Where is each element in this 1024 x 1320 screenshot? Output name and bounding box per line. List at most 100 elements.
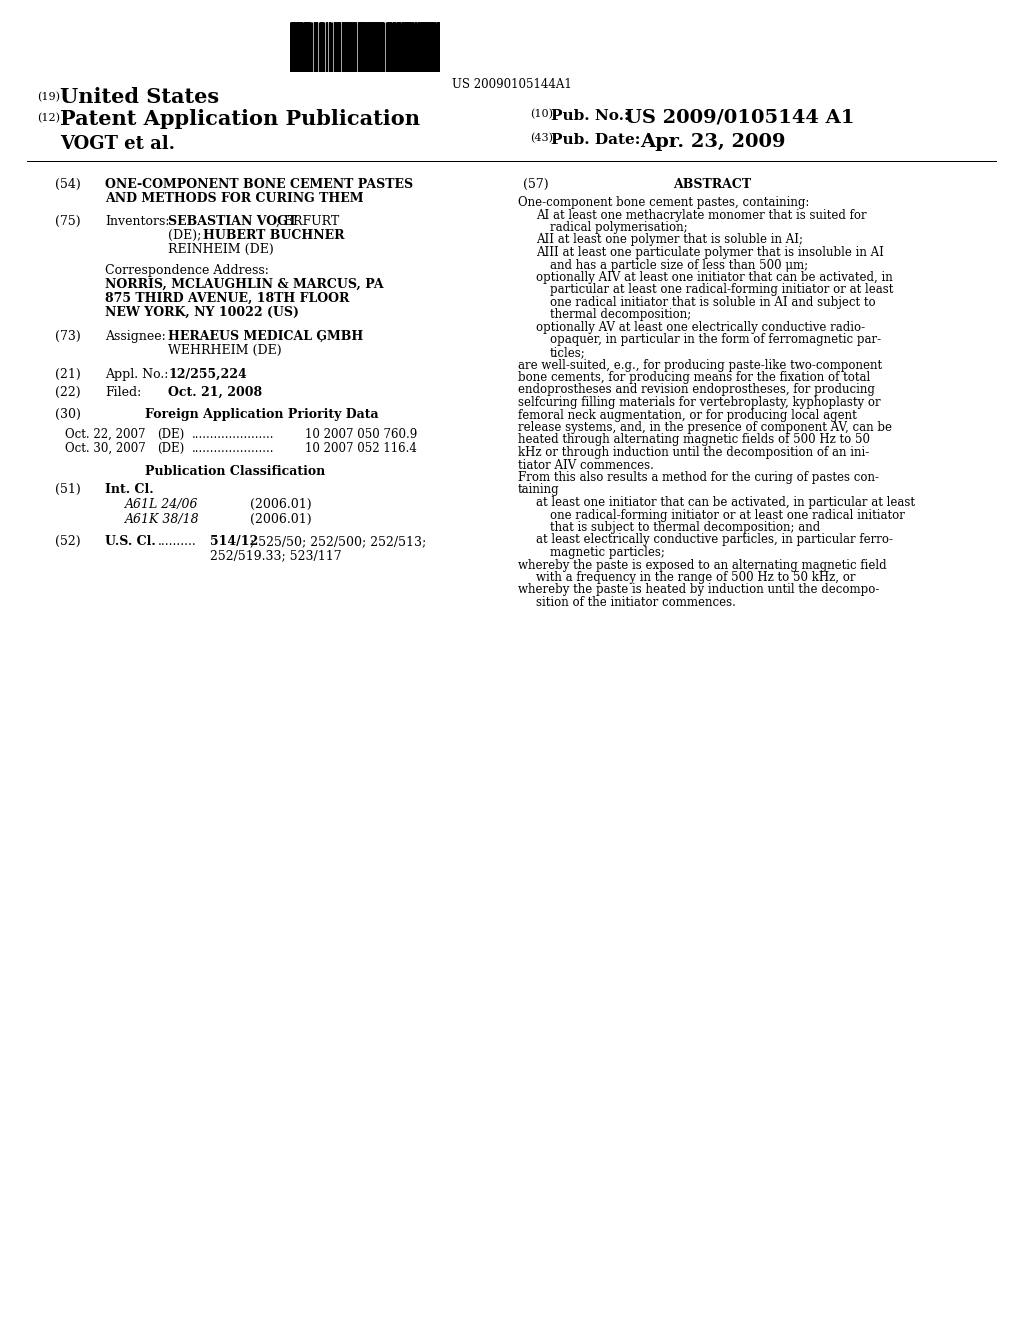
- Text: taining: taining: [518, 483, 560, 496]
- Text: VOGT et al.: VOGT et al.: [60, 135, 175, 153]
- Text: 10 2007 052 116.4: 10 2007 052 116.4: [305, 442, 417, 455]
- Text: at least electrically conductive particles, in particular ferro-: at least electrically conductive particl…: [536, 533, 893, 546]
- Text: selfcuring filling materials for vertebroplasty, kyphoplasty or: selfcuring filling materials for vertebr…: [518, 396, 881, 409]
- Bar: [326, 21, 327, 73]
- Text: Inventors:: Inventors:: [105, 215, 170, 228]
- Bar: [329, 21, 330, 73]
- Bar: [398, 21, 399, 73]
- Text: that is subject to thermal decomposition; and: that is subject to thermal decomposition…: [550, 521, 820, 535]
- Bar: [347, 21, 348, 73]
- Bar: [433, 21, 434, 73]
- Text: ......................: ......................: [193, 442, 274, 455]
- Bar: [439, 21, 441, 73]
- Text: (21): (21): [55, 368, 81, 381]
- Text: Pub. No.:: Pub. No.:: [551, 110, 630, 123]
- Text: , ERFURT: , ERFURT: [276, 215, 339, 228]
- Bar: [437, 21, 438, 73]
- Text: are well-suited, e.g., for producing paste-like two-component: are well-suited, e.g., for producing pas…: [518, 359, 882, 371]
- Text: ,: ,: [319, 330, 324, 343]
- Text: Publication Classification: Publication Classification: [145, 465, 326, 478]
- Bar: [407, 21, 408, 73]
- Text: (19): (19): [37, 92, 60, 103]
- Bar: [354, 21, 356, 73]
- Bar: [371, 21, 373, 73]
- Text: REINHEIM (DE): REINHEIM (DE): [168, 243, 273, 256]
- Text: 875 THIRD AVENUE, 18TH FLOOR: 875 THIRD AVENUE, 18TH FLOOR: [105, 292, 349, 305]
- Text: NORRIS, MCLAUGHLIN & MARCUS, PA: NORRIS, MCLAUGHLIN & MARCUS, PA: [105, 279, 384, 290]
- Bar: [313, 21, 315, 73]
- Text: Oct. 21, 2008: Oct. 21, 2008: [168, 385, 262, 399]
- Bar: [389, 21, 390, 73]
- Text: Oct. 22, 2007: Oct. 22, 2007: [65, 428, 145, 441]
- Bar: [339, 21, 340, 73]
- Text: one radical initiator that is soluble in AI and subject to: one radical initiator that is soluble in…: [550, 296, 876, 309]
- Text: Assignee:: Assignee:: [105, 330, 166, 343]
- Bar: [393, 21, 394, 73]
- Text: One-component bone cement pastes, containing:: One-component bone cement pastes, contai…: [518, 195, 809, 209]
- Text: (10): (10): [530, 110, 553, 119]
- Text: magnetic particles;: magnetic particles;: [550, 546, 665, 558]
- Text: US 2009/0105144 A1: US 2009/0105144 A1: [625, 110, 854, 127]
- Text: Oct. 30, 2007: Oct. 30, 2007: [65, 442, 145, 455]
- Bar: [422, 21, 423, 73]
- Text: (DE): (DE): [157, 428, 184, 441]
- Text: 12/255,224: 12/255,224: [168, 368, 247, 381]
- Bar: [402, 21, 403, 73]
- Text: ; 525/50; 252/500; 252/513;: ; 525/50; 252/500; 252/513;: [250, 535, 426, 548]
- Text: From this also results a method for the curing of pastes con-: From this also results a method for the …: [518, 471, 879, 484]
- Text: (DE): (DE): [157, 442, 184, 455]
- Text: sition of the initiator commences.: sition of the initiator commences.: [536, 597, 736, 609]
- Bar: [304, 21, 305, 73]
- Text: (73): (73): [55, 330, 81, 343]
- Text: United States: United States: [60, 87, 219, 107]
- Bar: [409, 21, 410, 73]
- Text: AII at least one polymer that is soluble in AI;: AII at least one polymer that is soluble…: [536, 234, 803, 247]
- Text: (75): (75): [55, 215, 81, 228]
- Text: (57): (57): [523, 178, 549, 191]
- Text: at least one initiator that can be activated, in particular at least: at least one initiator that can be activ…: [536, 496, 915, 510]
- Text: NEW YORK, NY 10022 (US): NEW YORK, NY 10022 (US): [105, 306, 299, 319]
- Text: whereby the paste is exposed to an alternating magnetic field: whereby the paste is exposed to an alter…: [518, 558, 887, 572]
- Bar: [308, 21, 310, 73]
- Text: A61L 24/06: A61L 24/06: [125, 498, 199, 511]
- Text: and has a particle size of less than 500 μm;: and has a particle size of less than 500…: [550, 259, 808, 272]
- Text: Correspondence Address:: Correspondence Address:: [105, 264, 269, 277]
- Text: whereby the paste is heated by induction until the decompo-: whereby the paste is heated by induction…: [518, 583, 880, 597]
- Text: (51): (51): [55, 483, 81, 496]
- Text: release systems, and, in the presence of component AV, can be: release systems, and, in the presence of…: [518, 421, 892, 434]
- Text: (30): (30): [55, 408, 81, 421]
- Text: particular at least one radical-forming initiator or at least: particular at least one radical-forming …: [550, 284, 893, 297]
- Bar: [357, 21, 358, 73]
- Text: (2006.01): (2006.01): [250, 498, 311, 511]
- Text: WEHRHEIM (DE): WEHRHEIM (DE): [168, 345, 282, 356]
- Text: (2006.01): (2006.01): [250, 513, 311, 525]
- Text: ..........: ..........: [158, 535, 197, 548]
- Text: Int. Cl.: Int. Cl.: [105, 483, 154, 496]
- Text: AND METHODS FOR CURING THEM: AND METHODS FOR CURING THEM: [105, 191, 364, 205]
- Text: (54): (54): [55, 178, 81, 191]
- Text: Appl. No.:: Appl. No.:: [105, 368, 168, 381]
- Text: AI at least one methacrylate monomer that is suited for: AI at least one methacrylate monomer tha…: [536, 209, 866, 222]
- Text: ......................: ......................: [193, 428, 274, 441]
- Text: kHz or through induction until the decomposition of an ini-: kHz or through induction until the decom…: [518, 446, 869, 459]
- Text: optionally AIV at least one initiator that can be activated, in: optionally AIV at least one initiator th…: [536, 271, 893, 284]
- Text: HERAEUS MEDICAL GMBH: HERAEUS MEDICAL GMBH: [168, 330, 364, 343]
- Bar: [305, 21, 307, 73]
- Text: Pub. Date:: Pub. Date:: [551, 133, 640, 147]
- Text: Patent Application Publication: Patent Application Publication: [60, 110, 420, 129]
- Text: HUBERT BUCHNER: HUBERT BUCHNER: [203, 228, 344, 242]
- Text: with a frequency in the range of 500 Hz to 50 kHz, or: with a frequency in the range of 500 Hz …: [536, 572, 855, 583]
- Text: endoprostheses and revision endoprostheses, for producing: endoprostheses and revision endoprosthes…: [518, 384, 874, 396]
- Bar: [360, 21, 361, 73]
- Text: AIII at least one particulate polymer that is insoluble in AI: AIII at least one particulate polymer th…: [536, 246, 884, 259]
- Text: Foreign Application Priority Data: Foreign Application Priority Data: [145, 408, 379, 421]
- Text: US 20090105144A1: US 20090105144A1: [453, 78, 571, 91]
- Text: radical polymerisation;: radical polymerisation;: [550, 220, 688, 234]
- Text: 514/12: 514/12: [210, 535, 258, 548]
- Text: U.S. Cl.: U.S. Cl.: [105, 535, 156, 548]
- Bar: [337, 21, 339, 73]
- Text: Filed:: Filed:: [105, 385, 141, 399]
- Text: thermal decomposition;: thermal decomposition;: [550, 309, 691, 322]
- Text: opaquer, in particular in the form of ferromagnetic par-: opaquer, in particular in the form of fe…: [550, 334, 881, 346]
- Text: 252/519.33; 523/117: 252/519.33; 523/117: [210, 549, 342, 562]
